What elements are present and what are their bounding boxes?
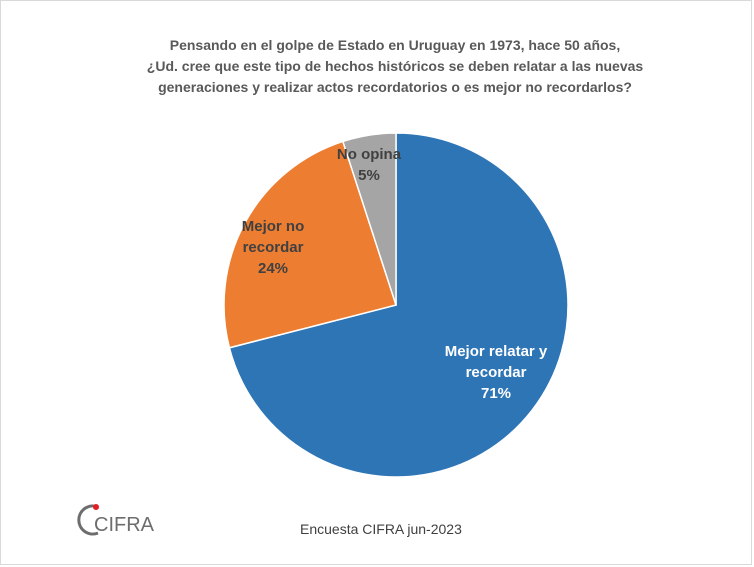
logo-accent-dot bbox=[93, 504, 99, 510]
slice-label-relatar-line: 71% bbox=[481, 385, 511, 402]
source-footnote: Encuesta CIFRA jun-2023 bbox=[300, 521, 462, 537]
logo-c-shape bbox=[77, 504, 99, 536]
slice-label-no-opina: No opina 5% bbox=[337, 146, 402, 184]
chart-title-line-3: generaciones y realizar actos recordator… bbox=[158, 79, 632, 95]
slice-label-no-recordar-line: Mejor no bbox=[242, 218, 305, 235]
slice-label-no-opina-line: 5% bbox=[358, 167, 380, 184]
pie-slice-no-opina bbox=[341, 132, 397, 306]
slice-label-no-recordar-line: 24% bbox=[258, 260, 288, 277]
slice-label-no-recordar-line: recordar bbox=[243, 239, 304, 256]
chart-title: Pensando en el golpe de Estado en Urugua… bbox=[100, 35, 690, 98]
logo-text: CIFRA bbox=[94, 514, 155, 536]
pie-slice-no-recordar bbox=[223, 140, 397, 349]
slice-label-relatar-line: Mejor relatar y bbox=[445, 343, 548, 360]
slice-label-relatar: Mejor relatar y recordar 71% bbox=[445, 343, 548, 402]
pie-slice-relatar bbox=[228, 132, 569, 478]
chart-title-line-1: Pensando en el golpe de Estado en Urugua… bbox=[169, 37, 621, 53]
cifra-logo: CIFRA bbox=[76, 500, 166, 540]
chart-title-line-2: ¿Ud. cree que este tipo de hechos histór… bbox=[146, 58, 644, 74]
slice-label-no-recordar: Mejor no recordar 24% bbox=[242, 218, 305, 277]
slice-label-no-opina-line: No opina bbox=[337, 146, 402, 163]
slice-label-relatar-line: recordar bbox=[466, 364, 527, 381]
cifra-logo-graphic: CIFRA bbox=[77, 504, 155, 536]
